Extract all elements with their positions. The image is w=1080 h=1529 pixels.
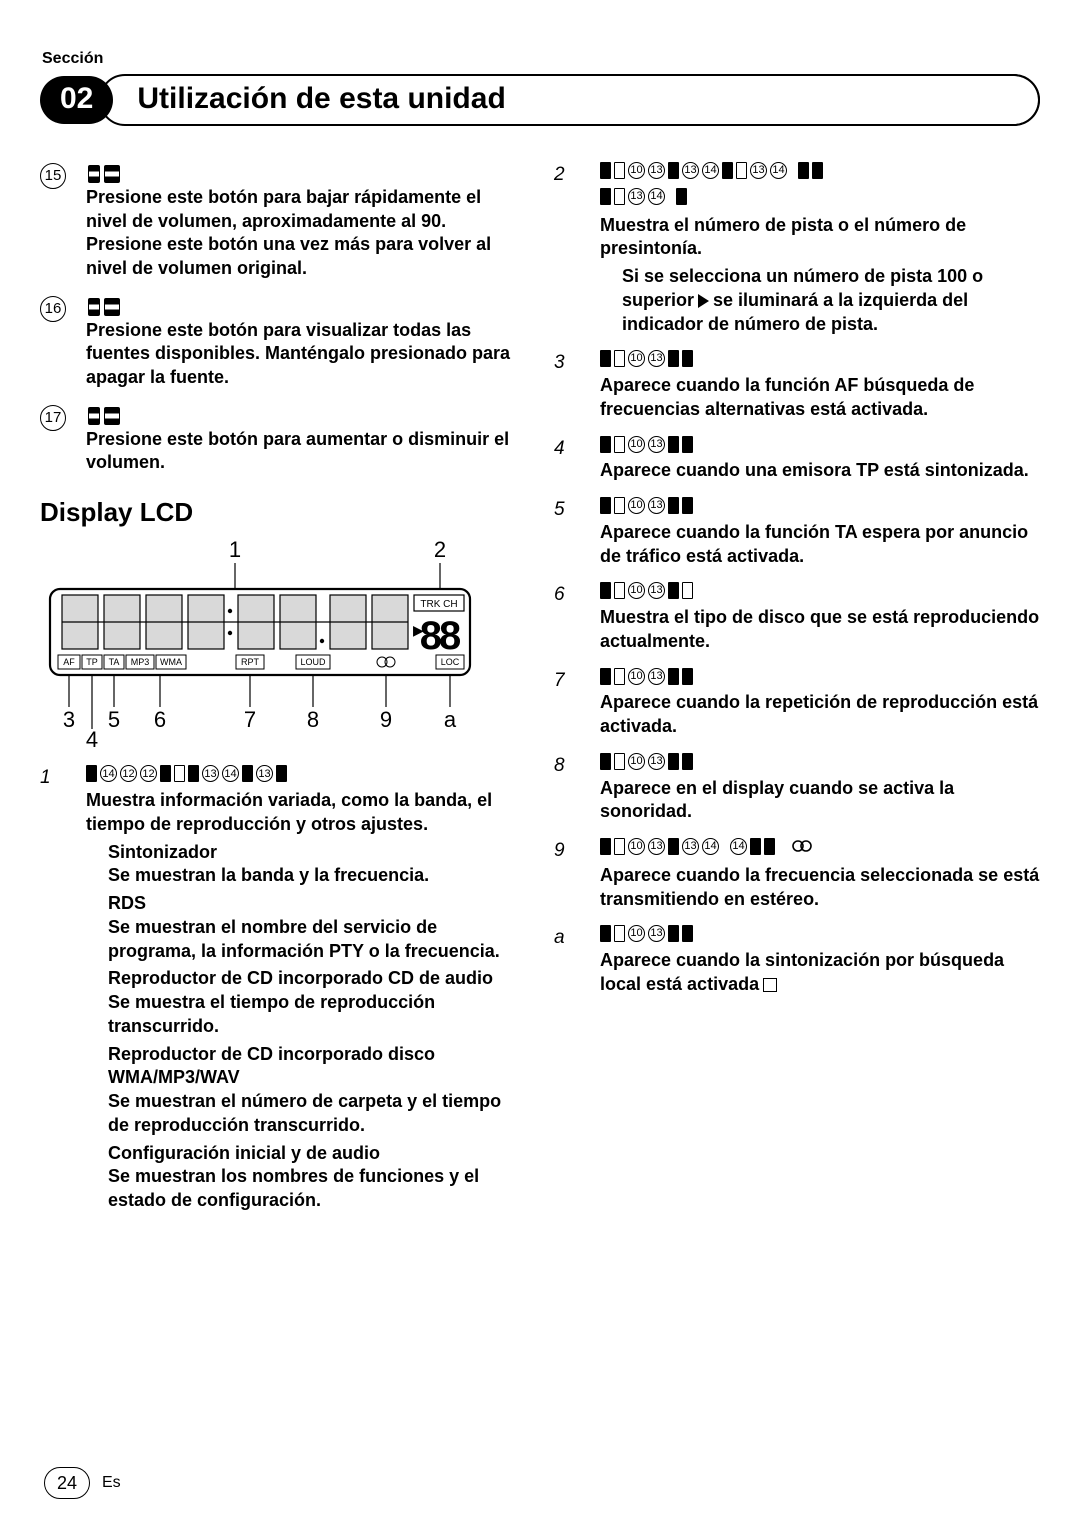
bullet-rds: RDS Se muestran el nombre del servicio d… [108, 892, 526, 963]
item-3: 3 1013 Aparece cuando la función AF búsq… [554, 350, 1040, 421]
svg-text:6: 6 [154, 707, 166, 732]
section-label: Sección [42, 50, 1040, 68]
marker-a: a [554, 925, 600, 996]
glyph-row-icon: 141212 1314 13 [86, 765, 287, 782]
marker-1: 1 [40, 765, 86, 1213]
bullet-config: Configuración inicial y de audio Se mues… [108, 1142, 526, 1213]
item-8: 8 1013 Aparece en el display cuando se a… [554, 753, 1040, 824]
glyph-row-icon: 1013 [600, 350, 693, 367]
item-1-body: 141212 1314 13 Muestra información varia… [86, 765, 526, 1213]
glyph-row-icon: 1013 [600, 497, 693, 514]
page-title: Utilización de esta unidad [99, 74, 1040, 126]
item-15-body: Presione este botón para bajar rápidamen… [86, 162, 526, 281]
glyph-row-icon: 1013 [600, 753, 693, 770]
marker-9: 9 [554, 838, 600, 911]
marker-3: 3 [554, 350, 600, 421]
left-column: 15 Presione este botón para bajar rápida… [40, 162, 526, 1227]
glyph-row-icon: 1013 1314 1314 [600, 162, 823, 186]
bullet-sintonizador: Sintonizador Se muestran la banda y la f… [108, 841, 526, 889]
display-lcd-heading: Display LCD [40, 495, 526, 529]
svg-text:RPT: RPT [241, 657, 260, 667]
svg-text:3: 3 [63, 707, 75, 732]
marker-16: 16 [40, 295, 86, 390]
marker-15: 15 [40, 162, 86, 281]
marker-17: 17 [40, 404, 86, 475]
triangle-icon [698, 294, 709, 308]
bullet-cd-wma: Reproductor de CD incorporado disco WMA/… [108, 1043, 526, 1138]
svg-text:LOC: LOC [441, 657, 460, 667]
trkch-label: TRK CH [420, 599, 457, 610]
item-16-body: Presione este botón para visualizar toda… [86, 295, 526, 390]
glyph-row-icon: 1013 [600, 436, 693, 453]
marker-6: 6 [554, 582, 600, 653]
marker-7: 7 [554, 668, 600, 739]
svg-text:WMA: WMA [160, 657, 182, 667]
item-7: 7 1013 Aparece cuando la repetición de r… [554, 668, 1040, 739]
svg-text:MP3: MP3 [131, 657, 150, 667]
content-columns: 15 Presione este botón para bajar rápida… [40, 162, 1040, 1227]
bullet-cd-audio: Reproductor de CD incorporado CD de audi… [108, 967, 526, 1038]
svg-text:5: 5 [108, 707, 120, 732]
item-4: 4 1013 Aparece cuando una emisora TP est… [554, 436, 1040, 484]
svg-text:9: 9 [380, 707, 392, 732]
callout-2: 2 [434, 539, 446, 562]
svg-text:▶: ▶ [413, 622, 424, 638]
section-number-pill: 02 [40, 76, 113, 124]
item-9: 9 10131314 14 Aparece cuando la frecuenc… [554, 838, 1040, 911]
svg-text:4: 4 [86, 727, 98, 749]
seven-seg-main [62, 595, 408, 649]
item-5-body: 1013 Aparece cuando la función TA espera… [600, 497, 1040, 568]
svg-text:TA: TA [109, 657, 120, 667]
item-16: 16 Presione este botón para visualizar t… [40, 295, 526, 390]
marker-8: 8 [554, 753, 600, 824]
svg-text:8: 8 [307, 707, 319, 732]
glyph-row-icon: 1013 [600, 668, 693, 685]
marker-2: 2 [554, 162, 600, 336]
item-1: 1 141212 1314 13 Muestra información var… [40, 765, 526, 1213]
stereo-icon [791, 838, 813, 854]
item-2: 2 1013 1314 1314 1314 Muestra el número … [554, 162, 1040, 336]
page-number: 24 [44, 1467, 90, 1499]
glyph-row-icon: 1013 [600, 582, 693, 599]
page-language: Es [102, 1474, 121, 1492]
preset-num: 88 [420, 614, 461, 658]
item-9-body: 10131314 14 Aparece cuando la frecuencia… [600, 838, 1040, 911]
svg-text:a: a [444, 707, 457, 732]
marker-5: 5 [554, 497, 600, 568]
glyph-row-icon: 1013 [600, 925, 693, 942]
page-footer: 24 Es [44, 1467, 121, 1499]
item-6: 6 1013 Muestra el tipo de disco que se e… [554, 582, 1040, 653]
glyph-icon [88, 165, 120, 183]
title-row: 02 Utilización de esta unidad [40, 74, 1040, 126]
item-2-sub: Si se selecciona un número de pista 100 … [622, 265, 1040, 336]
callout-1: 1 [229, 539, 241, 562]
marker-4: 4 [554, 436, 600, 484]
glyph-row-icon: 10131314 14 [600, 838, 813, 862]
item-7-body: 1013 Aparece cuando la repetición de rep… [600, 668, 1040, 739]
item-3-body: 1013 Aparece cuando la función AF búsque… [600, 350, 1040, 421]
item-a-body: 1013 Aparece cuando la sintonización por… [600, 925, 1040, 996]
item-2-body: 1013 1314 1314 1314 Muestra el número de… [600, 162, 1040, 336]
svg-text:AF: AF [63, 657, 75, 667]
item-8-body: 1013 Aparece en el display cuando se act… [600, 753, 1040, 824]
right-column: 2 1013 1314 1314 1314 Muestra el número … [554, 162, 1040, 1227]
svg-text:LOUD: LOUD [300, 657, 326, 667]
svg-text:7: 7 [244, 707, 256, 732]
item-4-body: 1013 Aparece cuando una emisora TP está … [600, 436, 1029, 484]
item-5: 5 1013 Aparece cuando la función TA espe… [554, 497, 1040, 568]
glyph-icon [88, 407, 120, 425]
glyph-row-icon: 1314 [600, 188, 687, 212]
lcd-diagram: 1 2 [40, 539, 526, 749]
item-6-body: 1013 Muestra el tipo de disco que se est… [600, 582, 1040, 653]
item-a: a 1013 Aparece cuando la sintonización p… [554, 925, 1040, 996]
item-17: 17 Presione este botón para aumentar o d… [40, 404, 526, 475]
glyph-icon [88, 298, 120, 316]
svg-text:TP: TP [86, 657, 98, 667]
item-15: 15 Presione este botón para bajar rápida… [40, 162, 526, 281]
item-17-body: Presione este botón para aumentar o dism… [86, 404, 526, 475]
end-square-icon [763, 978, 777, 992]
